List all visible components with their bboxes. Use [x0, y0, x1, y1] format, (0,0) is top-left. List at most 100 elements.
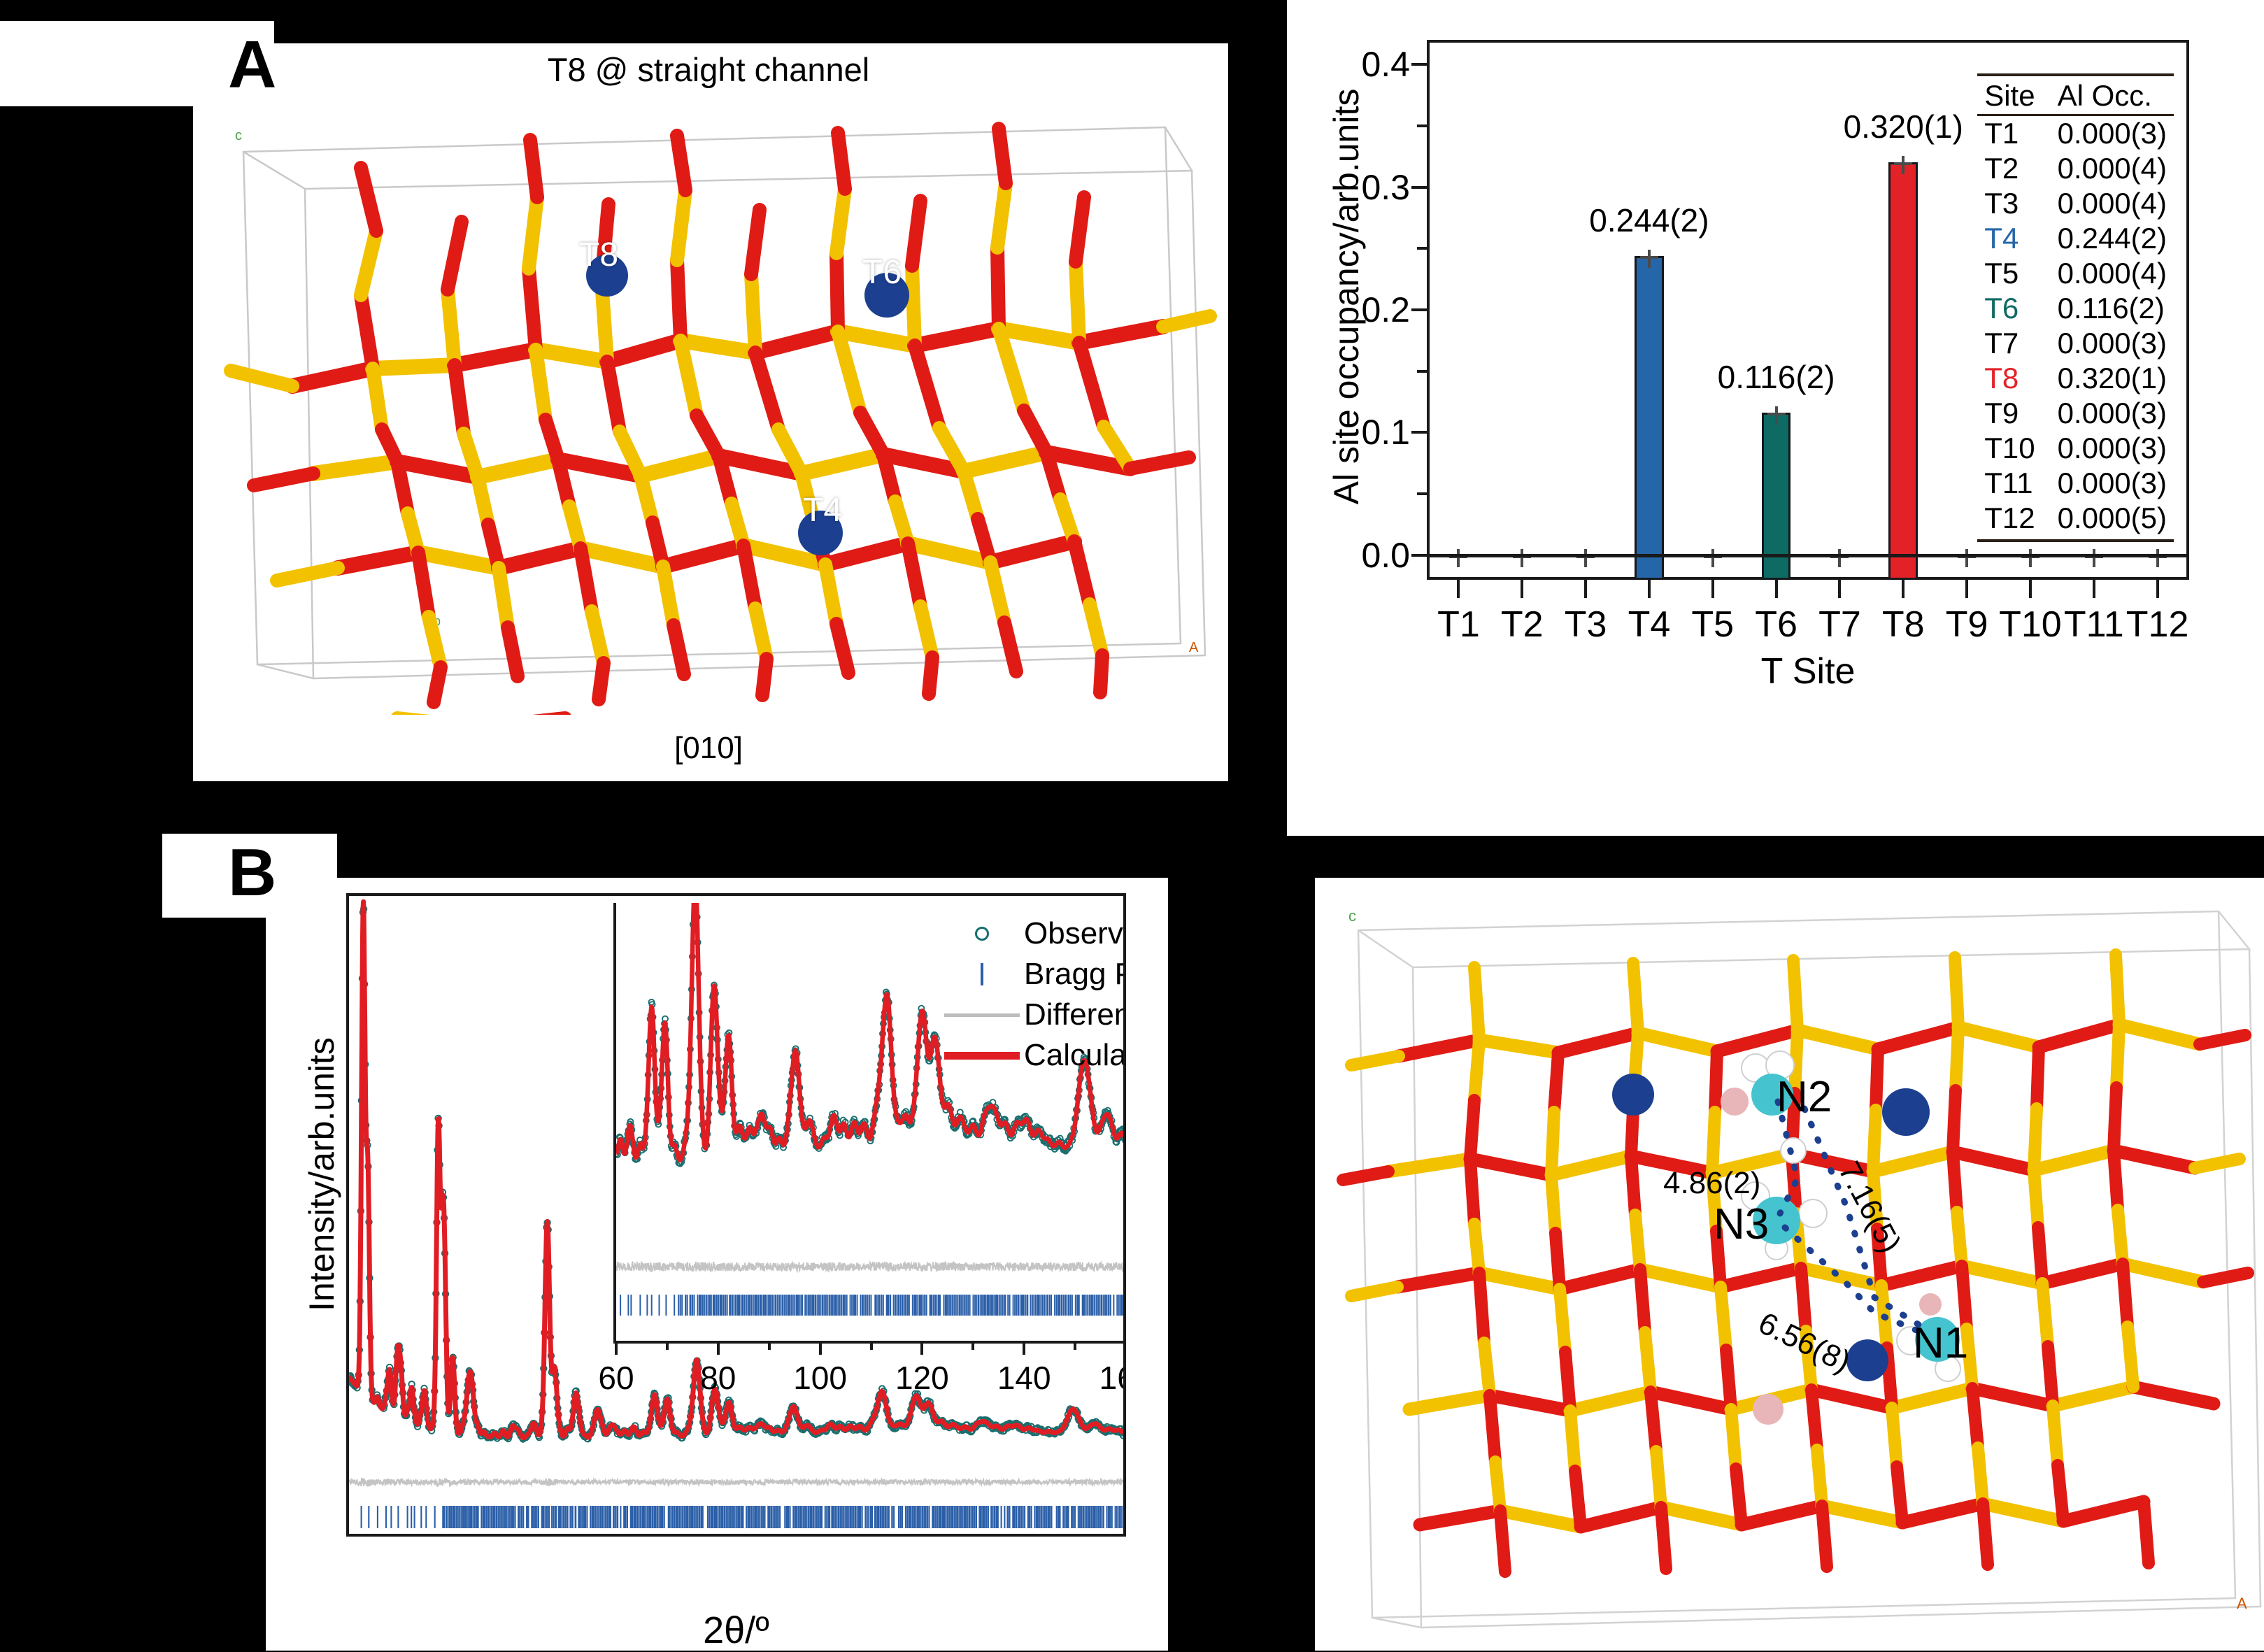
bar-chart-x-tick-mark — [1902, 580, 1905, 598]
water-oxygen-1 — [1721, 1088, 1749, 1116]
bar-t4 — [1635, 256, 1664, 580]
bar-chart-x-tick-mark — [1521, 580, 1523, 598]
view-direction-label: [010] — [187, 731, 1230, 766]
bar-chart-x-tick-mark — [1838, 580, 1841, 598]
panel-b-structure-view: c A — [1315, 878, 2264, 1651]
table-cell-site: T10 — [1977, 431, 2050, 466]
error-bar-t4 — [1640, 256, 1658, 259]
table-cell-site: T4 — [1977, 221, 2050, 256]
table-cell-site: T7 — [1977, 326, 2050, 361]
xrd-x-minor-tick — [964, 1534, 967, 1537]
table-cell-site: T6 — [1977, 291, 2050, 326]
xrd-inset-x-minor-tick — [768, 1341, 771, 1350]
xrd-inset-x-tick-label-160: 160 — [1099, 1359, 1126, 1397]
bar-chart-y-tick-mark — [1411, 554, 1427, 557]
bar-chart-y-minor-tick — [1417, 124, 1427, 127]
zeolite-tpa-framework-drawing: c A — [1315, 878, 2264, 1651]
error-bar-t6 — [1767, 413, 1786, 415]
al-site-sphere-t6 — [864, 273, 909, 318]
unit-cell-box — [243, 127, 1205, 678]
table-cell-occupancy: 0.244(2) — [2051, 221, 2174, 256]
legend-label-bragg: Bragg Peaks — [1024, 957, 1126, 992]
table-cell-site: T5 — [1977, 256, 2050, 291]
panel-label-b: B — [228, 839, 276, 906]
xrd-plot-area: 6080100120140160 Observed Bragg Peaks Di… — [346, 893, 1126, 1537]
xrd-inset-x-minor-tick — [1074, 1341, 1076, 1350]
bar-value-label-t4: 0.244(2) — [1589, 201, 1709, 239]
xrd-x-tick-mark — [520, 1534, 523, 1537]
xrd-inset-x-minor-tick — [666, 1341, 669, 1350]
table-cell-site: T1 — [1977, 115, 2050, 152]
legend-item-bragg: Bragg Peaks — [940, 954, 1126, 995]
structure-title: T8 @ straight channel — [187, 50, 1230, 89]
legend-label-difference: Difference — [1024, 997, 1126, 1032]
bar-value-label-t6: 0.116(2) — [1718, 358, 1835, 396]
bar-chart-x-tick-mark — [1584, 580, 1587, 598]
xrd-x-tick-mark — [915, 1534, 918, 1537]
bar-chart-y-axis-title: Al site occupancy/arb.units — [1326, 31, 1367, 562]
bar-chart-x-tick-label-t4: T4 — [1628, 604, 1671, 646]
table-cell-occupancy: 0.000(3) — [2051, 115, 2174, 152]
xrd-inset-x-tick-mark — [920, 1341, 923, 1355]
xrd-x-minor-tick — [570, 1534, 572, 1537]
xrd-x-minor-tick — [866, 1534, 868, 1537]
xrd-x-tick-mark — [619, 1534, 622, 1537]
axis-a-label: A — [1189, 640, 1199, 655]
observed-marker-icon — [940, 927, 1024, 941]
table-cell-occupancy: 0.000(3) — [2051, 466, 2174, 501]
table-cell-site: T2 — [1977, 151, 2050, 186]
table-cell-occupancy: 0.000(4) — [2051, 186, 2174, 221]
xrd-inset-x-tick-label-120: 120 — [895, 1359, 949, 1397]
bar-chart-x-tick-label-t5: T5 — [1691, 604, 1734, 646]
bar-chart-y-tick-mark — [1411, 431, 1427, 434]
bar-t8 — [1888, 162, 1918, 580]
distance-label-n2-n3: 4.86(2) — [1663, 1166, 1760, 1201]
difference-curve — [349, 1478, 1123, 1486]
legend-item-observed: Observed — [940, 913, 1126, 954]
bar-chart-x-tick-label-t6: T6 — [1755, 604, 1797, 646]
legend-item-difference: Difference — [940, 995, 1126, 1035]
bar-chart-x-tick-label-t9: T9 — [1946, 604, 1988, 646]
xrd-inset-x-tick-mark — [1023, 1341, 1025, 1355]
bar-chart-y-minor-tick — [1417, 247, 1427, 250]
al-site-sphere-bottom — [1846, 1339, 1888, 1381]
bar-chart-zero-baseline — [1427, 554, 2189, 557]
xrd-x-minor-tick — [669, 1534, 671, 1537]
xrd-x-minor-tick — [767, 1534, 769, 1537]
al-site-sphere-t8 — [586, 255, 628, 297]
bar-chart-y-minor-tick — [1417, 492, 1427, 495]
table-cell-occupancy: 0.000(3) — [2051, 431, 2174, 466]
bar-chart-x-tick-label-t10: T10 — [1999, 604, 2062, 646]
xrd-inset-x-tick-label-100: 100 — [793, 1359, 847, 1397]
table-cell-occupancy: 0.320(1) — [2051, 361, 2174, 396]
nitrogen-label-n3: N3 — [1714, 1199, 1769, 1249]
al-site-sphere-right — [1882, 1088, 1930, 1136]
bar-chart-x-tick-label-t8: T8 — [1882, 604, 1925, 646]
al-site-sphere-t4 — [798, 511, 843, 555]
legend-item-calculated: Calculated — [940, 1035, 1126, 1076]
table-cell-site: T3 — [1977, 186, 2050, 221]
bar-value-label-t8: 0.320(1) — [1844, 108, 1963, 145]
bar-chart-x-tick-mark — [2093, 580, 2095, 598]
bar-chart-x-tick-mark — [1965, 580, 1968, 598]
bar-chart-x-tick-mark — [1775, 580, 1778, 598]
legend-label-calculated: Calculated — [1024, 1038, 1126, 1073]
bragg-tick-icon — [940, 963, 1024, 985]
xrd-inset-x-minor-tick — [870, 1341, 873, 1350]
bar-chart-x-tick-label-t12: T12 — [2126, 604, 2189, 646]
table-cell-site: T8 — [1977, 361, 2050, 396]
bar-chart-x-axis-title: T Site — [1427, 650, 2189, 692]
xrd-legend: Observed Bragg Peaks Difference Calculat… — [940, 913, 1126, 1076]
xrd-x-tick-mark — [1112, 1534, 1115, 1537]
axis-a-label-b: A — [2237, 1595, 2247, 1612]
bar-chart-y-tick-mark — [1411, 308, 1427, 311]
calculated-line-icon — [940, 1052, 1024, 1060]
table-cell-occupancy: 0.000(5) — [2051, 501, 2174, 541]
